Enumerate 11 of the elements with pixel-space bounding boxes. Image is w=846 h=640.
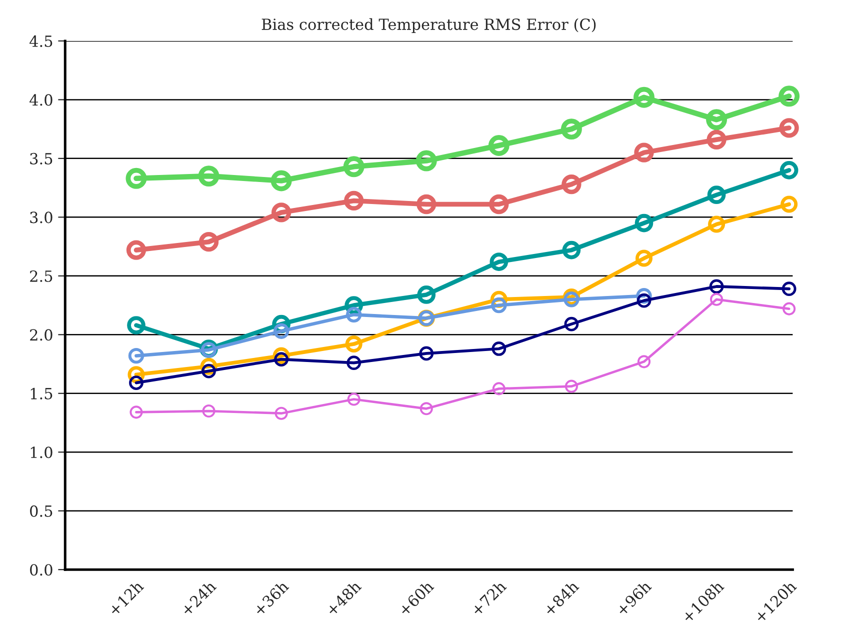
y-tick-label: 1.0 <box>30 446 52 458</box>
y-tick-label: 2.5 <box>30 270 52 282</box>
chart-title: Bias corrected Temperature RMS Error (C) <box>262 18 596 34</box>
y-tick-label: 3.5 <box>30 152 52 164</box>
y-tick-label: 4.5 <box>30 35 52 47</box>
y-tick-label: 4.0 <box>30 94 52 106</box>
y-tick-label: 3.0 <box>30 212 52 224</box>
y-tick-label: 0.0 <box>30 564 52 576</box>
y-tick-label: 1.5 <box>30 388 52 400</box>
y-tick-label: 2.0 <box>30 329 52 341</box>
y-tick-label: 0.5 <box>30 505 52 517</box>
